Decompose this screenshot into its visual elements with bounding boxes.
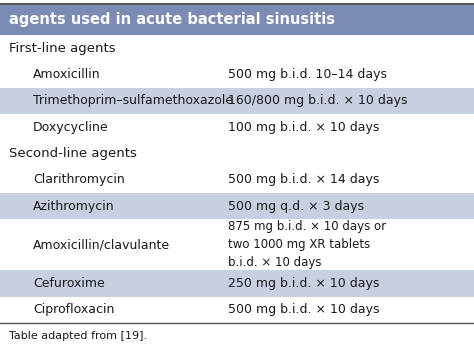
Text: 500 mg q.d. × 3 days: 500 mg q.d. × 3 days [228, 200, 364, 213]
Text: Table adapted from [19].: Table adapted from [19]. [9, 331, 147, 340]
Text: Azithromycin: Azithromycin [33, 200, 115, 213]
FancyBboxPatch shape [0, 88, 474, 114]
Text: agents used in acute bacterial sinusitis: agents used in acute bacterial sinusitis [9, 12, 336, 27]
Text: 160/800 mg b.i.d. × 10 days: 160/800 mg b.i.d. × 10 days [228, 94, 407, 107]
Text: Amoxicillin/clavulante: Amoxicillin/clavulante [33, 238, 170, 251]
FancyBboxPatch shape [0, 270, 474, 297]
Text: Amoxicillin: Amoxicillin [33, 68, 101, 81]
Text: Clarithromycin: Clarithromycin [33, 173, 125, 186]
FancyBboxPatch shape [0, 167, 474, 193]
FancyBboxPatch shape [0, 140, 474, 167]
FancyBboxPatch shape [0, 219, 474, 270]
FancyBboxPatch shape [0, 35, 474, 61]
FancyBboxPatch shape [0, 193, 474, 219]
Text: 100 mg b.i.d. × 10 days: 100 mg b.i.d. × 10 days [228, 121, 379, 134]
Text: First-line agents: First-line agents [9, 42, 116, 55]
FancyBboxPatch shape [0, 297, 474, 323]
Text: Cefuroxime: Cefuroxime [33, 277, 105, 290]
Text: Doxycycline: Doxycycline [33, 121, 109, 134]
Text: Trimethoprim–sulfamethoxazole: Trimethoprim–sulfamethoxazole [33, 94, 233, 107]
Text: 500 mg b.i.d. × 14 days: 500 mg b.i.d. × 14 days [228, 173, 379, 186]
Text: 250 mg b.i.d. × 10 days: 250 mg b.i.d. × 10 days [228, 277, 379, 290]
Text: 500 mg b.i.d. 10–14 days: 500 mg b.i.d. 10–14 days [228, 68, 386, 81]
Text: Second-line agents: Second-line agents [9, 147, 137, 160]
FancyBboxPatch shape [0, 114, 474, 140]
Text: 875 mg b.i.d. × 10 days or
two 1000 mg XR tablets
b.i.d. × 10 days: 875 mg b.i.d. × 10 days or two 1000 mg X… [228, 220, 386, 269]
FancyBboxPatch shape [0, 61, 474, 88]
FancyBboxPatch shape [0, 4, 474, 35]
Text: Ciprofloxacin: Ciprofloxacin [33, 303, 115, 316]
Text: 500 mg b.i.d. × 10 days: 500 mg b.i.d. × 10 days [228, 303, 379, 316]
